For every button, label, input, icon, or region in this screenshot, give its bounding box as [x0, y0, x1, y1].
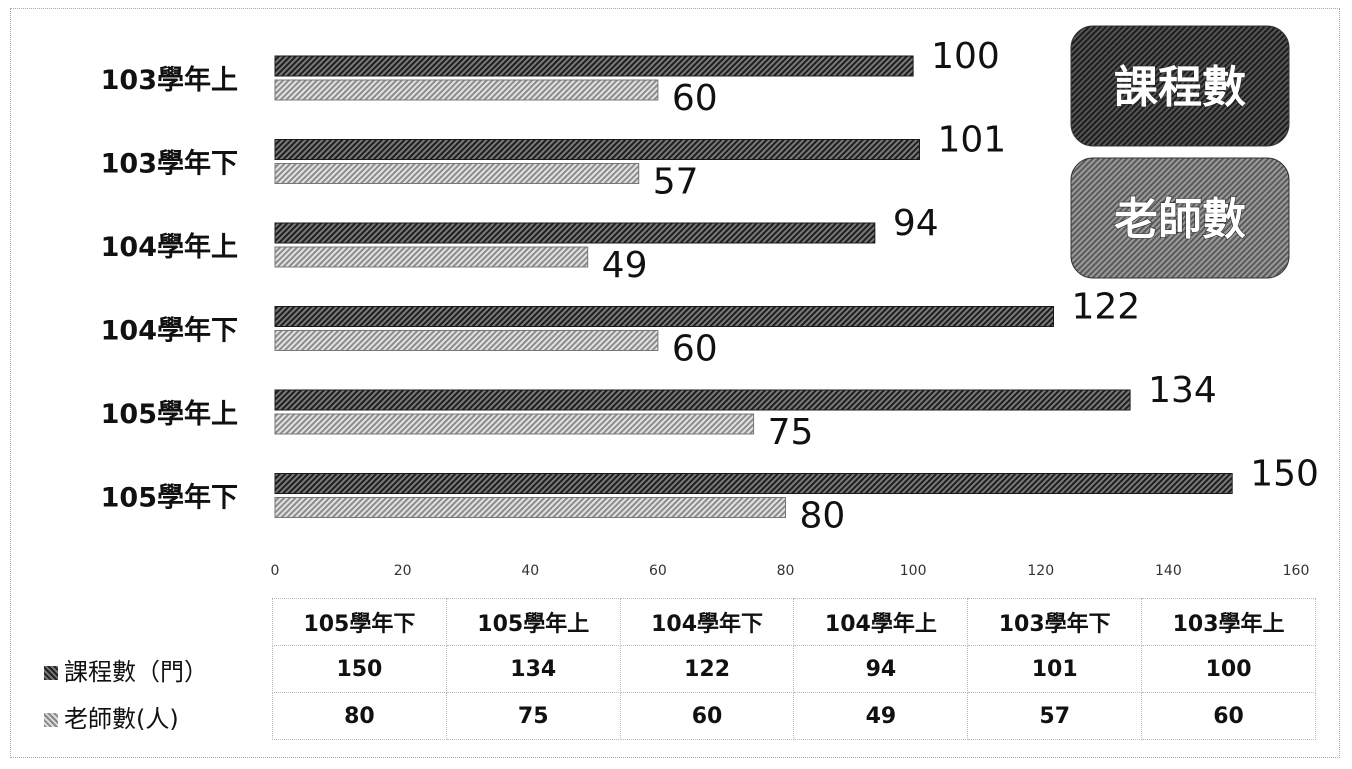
- data-label: 134: [1148, 370, 1217, 411]
- table-col-header: 105學年下: [273, 599, 447, 646]
- row-label-text: 老師數(人): [64, 705, 179, 733]
- course-bar: [275, 307, 1054, 327]
- data-label: 60: [672, 329, 718, 370]
- teacher-bar: [275, 247, 588, 267]
- data-table: 105學年下 105學年上 104學年下 104學年上 103學年下 103學年…: [36, 598, 1316, 740]
- course-bar: [275, 140, 920, 160]
- table-cell: 100: [1142, 646, 1316, 693]
- data-label: 150: [1250, 454, 1319, 495]
- table-header-row: 105學年下 105學年上 104學年下 104學年上 103學年下 103學年…: [36, 599, 1316, 646]
- category-label: 104學年上: [101, 231, 238, 263]
- category-label: 103學年上: [101, 64, 238, 96]
- table-cell: 150: [273, 646, 447, 693]
- category-label: 105學年下: [101, 482, 238, 514]
- x-tick-label: 120: [1027, 563, 1054, 579]
- table-cell: 57: [968, 693, 1142, 740]
- table-cell: 122: [620, 646, 794, 693]
- data-label: 80: [800, 496, 846, 537]
- table-col-header: 103學年下: [968, 599, 1142, 646]
- data-label: 101: [938, 120, 1007, 161]
- row-label-text: 課程數（門）: [64, 658, 208, 686]
- x-tick-label: 60: [649, 563, 667, 579]
- data-label: 75: [768, 412, 814, 453]
- x-tick-label: 140: [1155, 563, 1182, 579]
- category-label: 103學年下: [101, 148, 238, 180]
- table-cell: 60: [1142, 693, 1316, 740]
- table-col-header: 103學年上: [1142, 599, 1316, 646]
- table-col-header: 104學年下: [620, 599, 794, 646]
- x-tick-label: 80: [777, 563, 795, 579]
- course-bar: [275, 390, 1130, 410]
- table-cell: 94: [794, 646, 968, 693]
- course-swatch-icon: [44, 666, 58, 680]
- table-row: 課程數（門） 150 134 122 94 101 100: [36, 646, 1316, 693]
- table-cell: 60: [620, 693, 794, 740]
- teacher-bar: [275, 498, 786, 518]
- table-row: 老師數(人) 80 75 60 49 57 60: [36, 693, 1316, 740]
- table-row-label: 老師數(人): [36, 693, 273, 740]
- teacher-swatch-icon: [44, 713, 58, 727]
- data-label: 94: [893, 203, 939, 244]
- x-axis-ticks: 0 20 40 60 80 100 120 140 160: [271, 563, 1310, 579]
- teacher-bar: [275, 80, 658, 100]
- category-labels: 103學年上 103學年下 104學年上 104學年下 105學年上 105學年下: [101, 64, 238, 514]
- table-col-header: 104學年上: [794, 599, 968, 646]
- data-label: 100: [931, 36, 1000, 77]
- category-label: 105學年上: [101, 398, 238, 430]
- table-cell: 134: [446, 646, 620, 693]
- data-label: 122: [1072, 287, 1141, 328]
- table-cell: 49: [794, 693, 968, 740]
- data-label: 60: [672, 78, 718, 119]
- x-tick-label: 100: [900, 563, 927, 579]
- course-bar: [275, 56, 913, 76]
- x-tick-label: 160: [1283, 563, 1310, 579]
- table-cell: 101: [968, 646, 1142, 693]
- data-label: 49: [602, 245, 648, 286]
- teacher-bar: [275, 331, 658, 351]
- x-tick-label: 20: [394, 563, 412, 579]
- legend-box-label: 老師數: [1114, 194, 1246, 245]
- table-cell: 80: [273, 693, 447, 740]
- x-tick-label: 0: [271, 563, 280, 579]
- teacher-bar: [275, 414, 754, 434]
- table-corner: [36, 599, 273, 646]
- x-tick-label: 40: [521, 563, 539, 579]
- data-label: 57: [653, 162, 699, 203]
- course-bar: [275, 223, 875, 243]
- table-cell: 75: [446, 693, 620, 740]
- table-col-header: 105學年上: [446, 599, 620, 646]
- teacher-bar: [275, 164, 639, 184]
- course-bar: [275, 474, 1232, 494]
- category-label: 104學年下: [101, 315, 238, 347]
- table-row-label: 課程數（門）: [36, 646, 273, 693]
- legend-box-label: 課程數: [1114, 62, 1246, 113]
